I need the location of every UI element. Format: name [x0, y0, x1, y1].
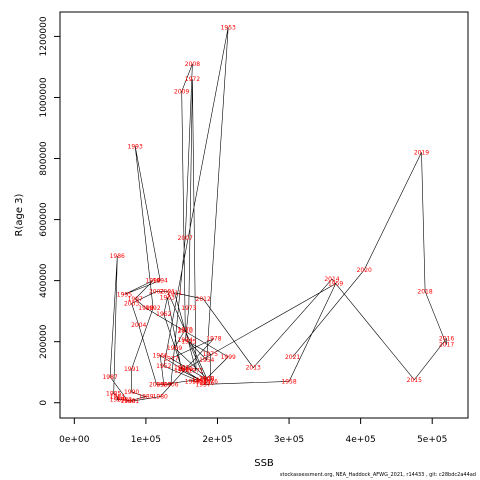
point-label-1974: 1974	[178, 337, 193, 344]
point-label-1955: 1955	[181, 339, 196, 346]
point-label-1963: 1963	[160, 294, 175, 301]
point-label-1998: 1998	[138, 305, 153, 312]
point-label-2012: 2012	[196, 296, 211, 303]
y-tick-label-3: 600000	[39, 202, 49, 237]
point-label-1982: 1982	[117, 397, 132, 404]
point-label-1976: 1976	[203, 378, 218, 385]
point-label-2013: 2013	[246, 365, 261, 372]
y-tick-label-5: 1000000	[39, 77, 49, 117]
series	[109, 27, 447, 402]
point-label-2021: 2021	[285, 354, 300, 361]
point-label-1973: 1973	[181, 305, 196, 312]
point-label-2010: 2010	[178, 328, 193, 335]
x-axis: 0e+00 1e+05 2e+05 3e+05 4e+05 5e+05	[59, 418, 447, 445]
point-label-2006: 2006	[163, 381, 178, 388]
point-label-1970: 1970	[178, 326, 193, 333]
point-label-1953: 1953	[221, 24, 236, 31]
point-label-2016: 2016	[439, 336, 454, 343]
point-label-1980: 1980	[153, 394, 168, 401]
x-tick-label-5: 5e+05	[417, 435, 447, 445]
point-label-1957: 1957	[196, 381, 211, 388]
point-label-1992: 1992	[145, 305, 160, 312]
point-label-2018: 2018	[417, 288, 432, 295]
y-tick-label-6: 1200000	[39, 16, 49, 56]
point-label-2001: 2001	[160, 288, 175, 295]
point-label-1986: 1986	[110, 253, 125, 260]
point-label-1950: 1950	[185, 378, 200, 385]
point-label-1972: 1972	[185, 76, 200, 83]
point-label-1962: 1962	[156, 311, 171, 318]
point-label-1975: 1975	[203, 351, 218, 358]
point-label-1960: 1960	[178, 366, 193, 373]
x-tick-label-4: 4e+05	[345, 435, 375, 445]
point-label-2020: 2020	[357, 267, 372, 274]
x-tick-label-2: 2e+05	[202, 435, 232, 445]
point-label-2009: 2009	[174, 88, 189, 95]
point-label-1994: 1994	[153, 278, 168, 285]
x-tick-label-3: 3e+05	[274, 435, 304, 445]
point-label-1991: 1991	[124, 366, 139, 373]
plot-frame	[59, 11, 469, 419]
point-label-1993: 1993	[128, 143, 143, 150]
point-label-2004: 2004	[131, 322, 146, 329]
point-label-1989: 1989	[138, 394, 153, 401]
point-label-1997: 1997	[128, 296, 143, 303]
point-label-2015: 2015	[407, 377, 422, 384]
x-axis-title: SSB	[254, 458, 274, 469]
point-label-1966: 1966	[153, 352, 168, 359]
point-label-1990: 1990	[124, 389, 139, 396]
point-label-1969: 1969	[167, 345, 182, 352]
point-label-2019: 2019	[414, 149, 429, 156]
x-tick-label-0: 0e+00	[59, 435, 90, 445]
point-label-1987: 1987	[102, 374, 117, 381]
point-label-1968: 1968	[199, 375, 214, 382]
point-label-1961: 1961	[174, 365, 189, 372]
y-tick-label-4: 800000	[39, 141, 49, 176]
point-label-1954: 1954	[199, 357, 214, 364]
point-label-1983: 1983	[110, 397, 125, 404]
point-label-1951: 1951	[192, 378, 207, 385]
point-label-1952: 1952	[156, 363, 171, 370]
point-label-1978: 1978	[206, 336, 221, 343]
point-label-1977: 1977	[163, 355, 178, 362]
y-axis-title: R(age 3)	[14, 193, 25, 236]
point-label-2007: 2007	[178, 235, 193, 242]
point-label-1959: 1959	[328, 281, 343, 288]
point-label-1999: 1999	[221, 354, 236, 361]
y-tick-label-2: 400000	[39, 263, 49, 298]
point-label-2008: 2008	[185, 61, 200, 68]
point-label-2000: 2000	[199, 375, 214, 382]
point-label-1988: 1988	[120, 398, 135, 405]
point-label-1981: 1981	[124, 398, 139, 405]
point-label-1984: 1984	[110, 394, 125, 401]
point-label-1958: 1958	[281, 378, 296, 385]
point-label-1965: 1965	[192, 377, 207, 384]
point-label-2014: 2014	[324, 276, 339, 283]
y-tick-label-0: 0	[39, 400, 49, 406]
point-label-1967: 1967	[156, 381, 171, 388]
point-label-1996: 1996	[145, 278, 160, 285]
point-label-1995: 1995	[117, 291, 132, 298]
point-label-2017: 2017	[439, 342, 454, 349]
point-label-2011: 2011	[167, 290, 182, 297]
point-label-1985: 1985	[106, 391, 121, 398]
footer-credit: stockassessment.org, NEA_Haddock_AFWG_20…	[279, 472, 476, 478]
point-label-2003: 2003	[124, 301, 139, 308]
point-label-2005: 2005	[149, 381, 164, 388]
x-tick-label-1: 1e+05	[131, 435, 161, 445]
point-label-2002: 2002	[149, 288, 164, 295]
point-label-1979: 1979	[178, 366, 193, 373]
y-tick-label-1: 200000	[39, 324, 49, 359]
stock-recruit-path	[109, 27, 447, 402]
y-axis: 0 200000 400000 600000 800000 1000000 1200000	[39, 16, 60, 406]
point-label-1971: 1971	[188, 368, 203, 375]
point-label-1964: 1964	[174, 368, 189, 375]
point-label-1956: 1956	[199, 380, 214, 387]
